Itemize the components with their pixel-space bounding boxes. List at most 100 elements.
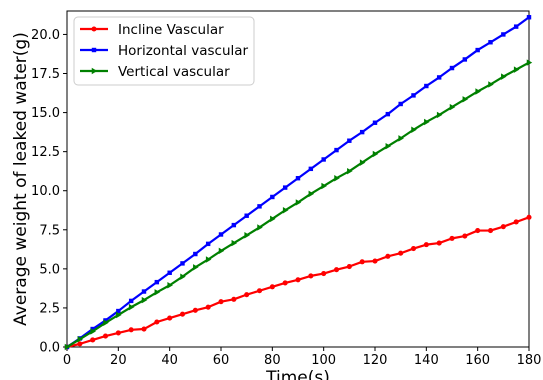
data-point [269,284,275,290]
y-tick-label: 0.0 [39,341,60,356]
data-point [128,303,135,311]
data-point [102,333,109,339]
y-tick-label: 2.5 [39,301,60,316]
data-point [449,65,455,71]
y-tick-label: 7.5 [39,223,60,238]
data-point [231,222,237,228]
data-point [282,185,288,190]
x-tick-label: 160 [465,353,490,368]
series-layer [64,15,533,351]
legend-label: Horizontal vascular [118,43,249,59]
y-tick-label: 5.0 [39,262,60,277]
data-point [359,129,365,135]
data-point [462,57,468,62]
series-vertical-vascular [64,59,533,351]
data-point [90,337,96,343]
data-point [334,174,340,182]
data-point [410,245,417,252]
data-point [347,167,353,175]
x-tick-label: 140 [414,353,439,368]
data-point [193,264,199,271]
data-point [154,319,160,325]
x-axis-label: Time(s) [265,368,330,380]
data-point [154,289,161,296]
data-point [231,296,237,302]
x-tick-label: 180 [517,353,542,368]
data-point [526,59,533,66]
data-point [257,204,262,209]
data-point [372,120,378,125]
data-point [180,273,186,280]
legend-marker [91,67,98,75]
data-point [179,311,186,317]
data-point [385,142,392,150]
data-point [64,343,71,351]
data-point [256,288,263,294]
data-point [115,330,121,336]
data-point [333,267,340,273]
data-point [424,118,430,126]
x-tick-label: 120 [363,353,388,368]
data-point [526,214,532,220]
y-tick-label: 15.0 [31,106,60,121]
data-point [513,66,520,73]
data-point [141,289,147,294]
legend-label: Incline Vascular [118,22,224,38]
data-point [424,83,429,89]
data-point [398,101,403,107]
data-point [501,73,507,80]
data-point [513,219,519,225]
y-tick-label: 20.0 [31,28,60,43]
data-point [488,81,494,88]
data-point [513,24,519,29]
data-point [385,111,391,117]
data-point [154,279,160,285]
data-point [282,207,289,214]
data-point [244,292,250,298]
data-point [475,88,481,95]
data-point [488,40,493,45]
y-axis: 0.0 2.5 5.0 7.5 10.0 12.5 15.0 17.5 20.0 [31,28,67,356]
x-tick-label: 60 [213,353,230,368]
data-point [103,319,109,327]
data-point [411,126,417,134]
x-tick-label: 100 [311,353,336,368]
data-point [270,194,275,200]
data-point [308,190,315,198]
data-point [295,176,301,181]
data-point [218,232,224,237]
data-point [411,93,416,98]
data-point [462,233,468,239]
data-point [500,224,506,230]
data-point [398,135,404,142]
data-point [372,258,378,264]
data-point [282,280,288,286]
x-tick-label: 0 [63,353,71,368]
data-point [180,261,185,266]
data-point [77,335,84,343]
data-point [90,328,96,335]
legend: Incline Vascular Horizontal vascular Verti… [73,16,255,86]
data-point [462,96,469,103]
data-point [423,242,429,248]
data-point [205,241,211,247]
data-point [218,299,224,305]
data-point [77,341,83,347]
data-point [116,308,121,314]
data-point [231,239,238,247]
data-point [205,256,212,263]
data-point [346,263,352,270]
data-point [449,235,455,241]
legend-marker [91,47,97,53]
data-point [141,296,148,304]
y-tick-label: 17.5 [31,67,60,82]
data-point [436,240,442,246]
data-point [141,326,147,332]
data-point [103,318,108,323]
y-axis-label: Average weight of leaked water(g) [11,32,31,326]
data-point [501,32,506,37]
data-point [398,250,404,256]
data-point [475,228,481,234]
data-point [167,270,172,275]
plot-area-frame [66,10,530,348]
